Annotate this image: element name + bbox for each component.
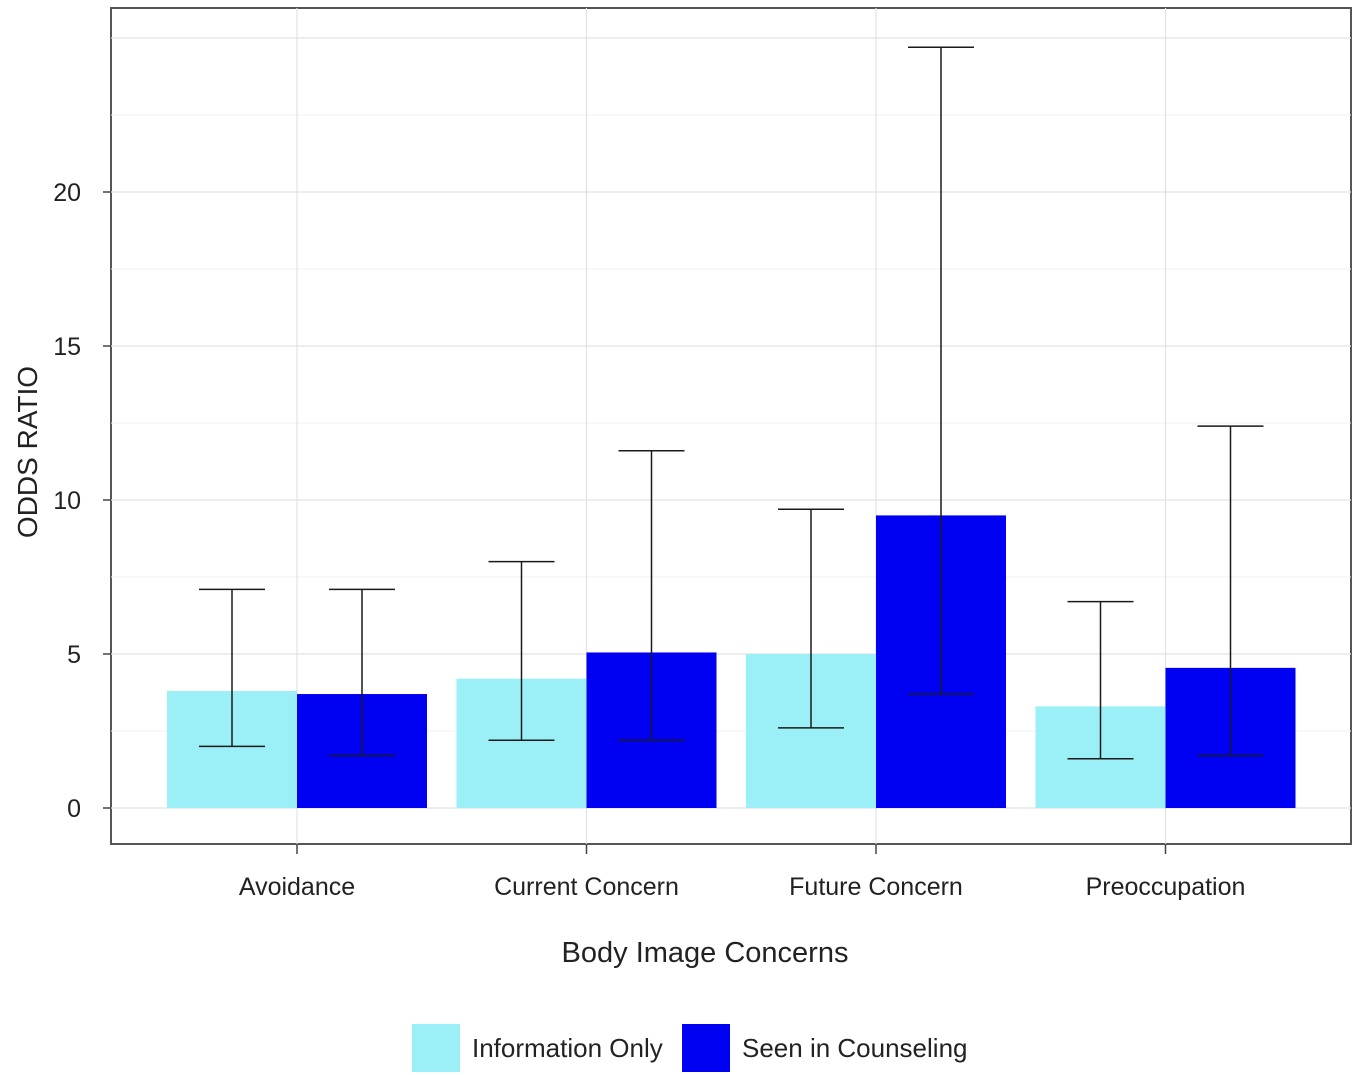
legend-label-seen-in-counseling: Seen in Counseling (742, 1032, 968, 1063)
error-bars (199, 46, 1264, 760)
x-tick-label: Preoccupation (1086, 873, 1246, 901)
y-tick-label: 0 (67, 795, 81, 823)
legend-swatch-information-only (412, 1024, 460, 1072)
chart-svg: 0 5 10 15 20 Avoidance Current Concern Future … (12, 7, 1352, 969)
y-tick-label: 5 (67, 641, 81, 669)
y-axis-title: ODDS RATIO (12, 366, 43, 538)
legend-label-information-only: Information Only (472, 1032, 663, 1063)
x-axis: Avoidance Current Concern Future Concern Pr… (239, 844, 1246, 901)
y-tick-label: 15 (53, 333, 81, 361)
x-tick-label: Current Concern (494, 873, 679, 901)
legend: Information Only Seen in Counseling (0, 1022, 1359, 1074)
y-tick-label: 10 (53, 487, 81, 515)
x-axis-title: Body Image Concerns (562, 937, 849, 969)
y-axis: 0 5 10 15 20 (53, 179, 111, 823)
legend-item-information-only: Information Only (412, 1022, 663, 1074)
legend-swatch-seen-in-counseling (682, 1024, 730, 1072)
x-tick-label: Future Concern (789, 873, 963, 901)
y-tick-label: 20 (53, 179, 81, 207)
legend-item-seen-in-counseling: Seen in Counseling (682, 1022, 968, 1074)
x-tick-label: Avoidance (239, 873, 355, 901)
